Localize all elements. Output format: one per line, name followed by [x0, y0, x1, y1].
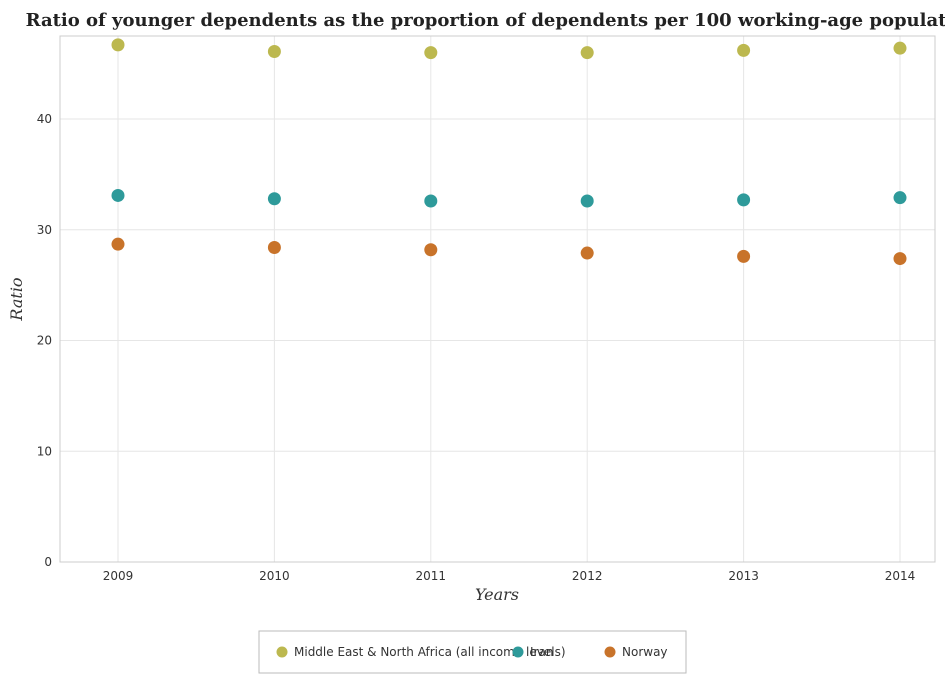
data-point	[580, 246, 594, 260]
y-tick-label: 10	[37, 444, 52, 458]
x-tick-label: 2009	[103, 569, 134, 583]
data-point	[424, 243, 438, 257]
y-tick-label: 20	[37, 334, 52, 348]
data-point	[267, 45, 281, 59]
axes	[59, 35, 936, 563]
legend-label: Middle East & North Africa (all income l…	[294, 645, 566, 659]
legend: Middle East & North Africa (all income l…	[258, 630, 687, 674]
data-point	[893, 41, 907, 55]
data-point	[111, 237, 125, 251]
data-point	[893, 191, 907, 205]
data-point	[580, 194, 594, 208]
data-point	[424, 194, 438, 208]
x-tick-label: 2010	[259, 569, 290, 583]
legend-marker	[512, 646, 524, 658]
data-point	[267, 241, 281, 255]
grid	[60, 36, 935, 563]
legend-marker	[604, 646, 616, 658]
legend-marker	[276, 646, 288, 658]
legend-label: Norway	[622, 645, 668, 659]
y-axis-label: Ratio	[7, 277, 26, 321]
y-tick-label: 0	[44, 555, 52, 569]
legend-label: Iran	[530, 645, 553, 659]
data-point	[893, 252, 907, 266]
chart-title: Ratio of younger dependents as the propo…	[26, 10, 945, 31]
data-point	[737, 193, 751, 207]
x-tick-label: 2013	[728, 569, 759, 583]
x-axis-label: Years	[475, 585, 519, 604]
x-tick-label: 2014	[885, 569, 916, 583]
data-point	[111, 38, 125, 52]
data-point	[580, 46, 594, 60]
x-tick-labels: 2009 2010 2011 2012 2013 2014	[103, 569, 916, 583]
plot-frame	[59, 35, 936, 563]
data-point	[737, 43, 751, 57]
data-point	[424, 46, 438, 60]
x-tick-label: 2011	[416, 569, 447, 583]
data-points	[111, 38, 907, 266]
data-point	[737, 249, 751, 263]
y-tick-label: 30	[37, 223, 52, 237]
y-tick-label: 40	[37, 112, 52, 126]
data-point	[111, 188, 125, 202]
y-tick-labels: 0 10 20 30 40	[37, 112, 52, 569]
data-point	[267, 192, 281, 206]
x-tick-label: 2012	[572, 569, 603, 583]
